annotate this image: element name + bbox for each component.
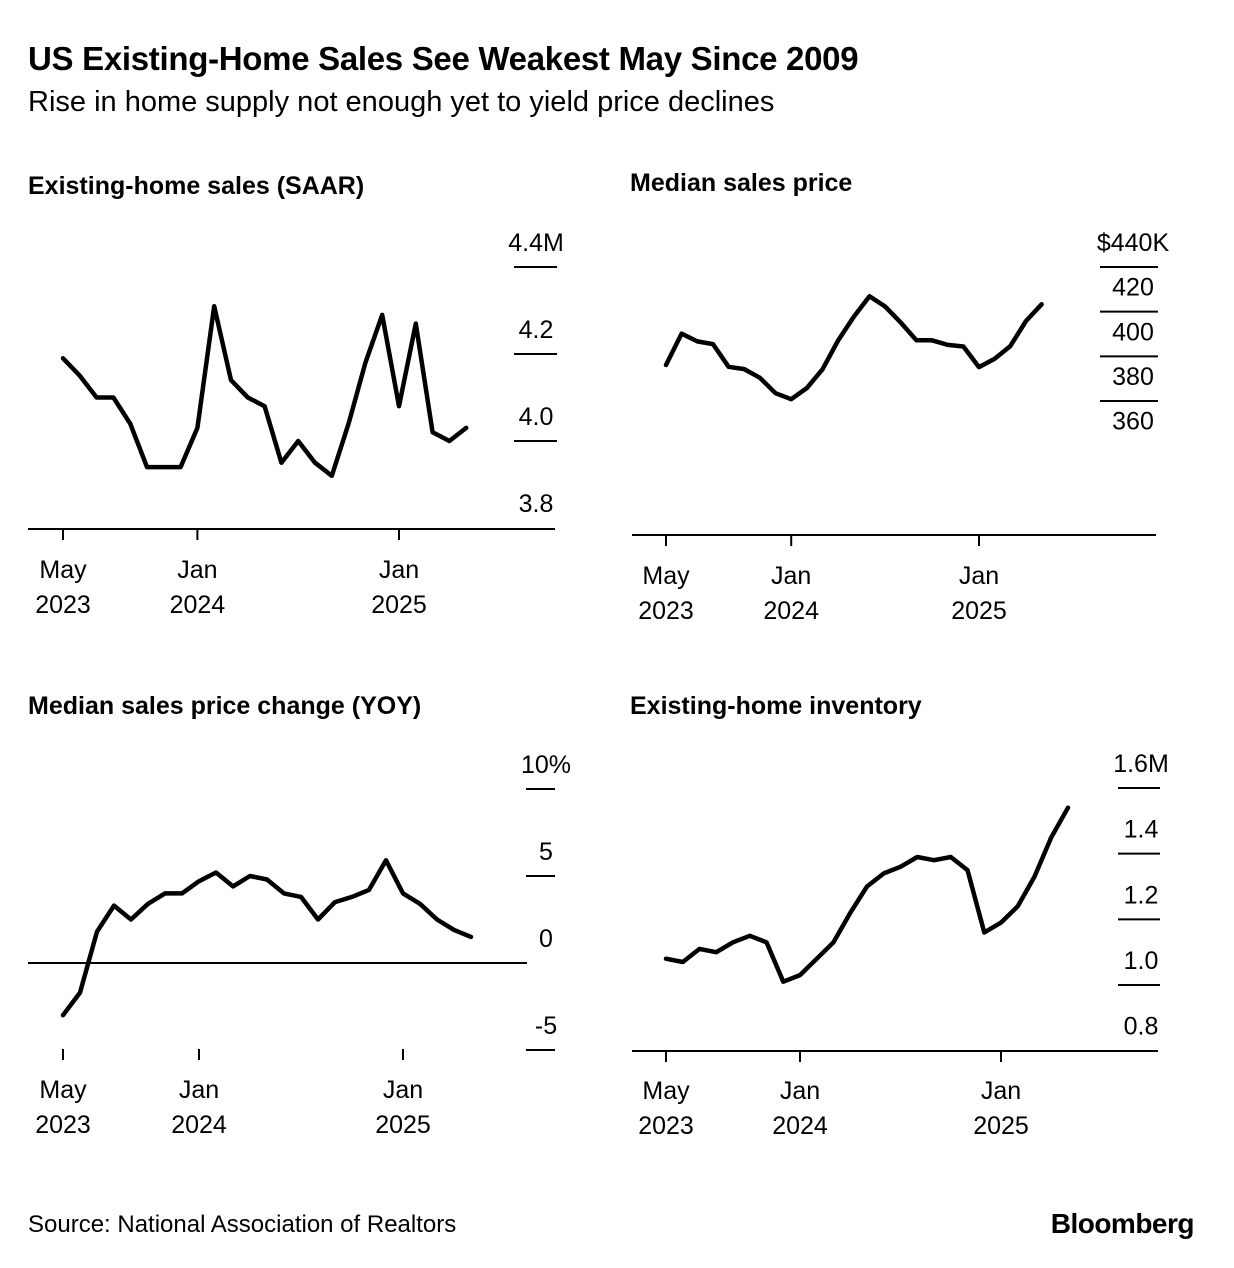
page-title: US Existing-Home Sales See Weakest May S… (28, 40, 859, 77)
x-tick-label: 2024 (170, 591, 226, 619)
page-subtitle: Rise in home supply not enough yet to yi… (28, 86, 775, 118)
chart-2: $440K 420 400 380 360 May 2023 Jan 2024 Jan 2025 (632, 229, 1169, 625)
y-tick-label: 4.4M (508, 229, 564, 257)
y-tick-label: 1.6M (1113, 750, 1169, 778)
x-tick-label: Jan (959, 562, 999, 590)
x-tick-label: May (39, 1076, 87, 1104)
y-tick-label: 1.0 (1124, 947, 1159, 975)
x-tick-label: 2025 (371, 591, 427, 619)
x-tick-label: 2024 (772, 1112, 828, 1140)
panel-title-price-change: Median sales price change (YOY) (28, 692, 422, 720)
x-tick-label: Jan (379, 556, 419, 584)
x-tick-label: Jan (780, 1077, 820, 1105)
x-tick-label: Jan (179, 1076, 219, 1104)
series-line (60, 303, 469, 479)
x-tick-label: 2023 (35, 591, 91, 619)
y-tick-label: 0.8 (1124, 1013, 1159, 1041)
y-tick-label: 4.2 (519, 316, 554, 344)
y-tick-label: 380 (1112, 363, 1154, 391)
x-tick-label: May (642, 562, 690, 590)
x-tick-label: Jan (981, 1077, 1021, 1105)
x-tick-label: 2023 (35, 1111, 91, 1139)
chart-3: 10% 5 0 -5 May 2023 Jan 2024 Jan 2025 (28, 751, 571, 1139)
x-tick-label: May (39, 556, 87, 584)
y-tick-label: 5 (539, 838, 553, 866)
y-tick-label: 360 (1112, 408, 1154, 436)
bloomberg-logo: Bloomberg (1050, 1208, 1195, 1239)
y-tick-label: $440K (1097, 229, 1170, 257)
x-tick-label: 2024 (171, 1111, 227, 1139)
x-tick-label: Jan (383, 1076, 423, 1104)
x-tick-label: 2025 (951, 597, 1007, 625)
x-tick-label: 2023 (638, 1112, 694, 1140)
y-tick-label: 10% (521, 751, 571, 779)
panel-title-inventory: Existing-home inventory (630, 692, 922, 720)
x-tick-label: 2023 (638, 597, 694, 625)
x-tick-label: 2025 (375, 1111, 431, 1139)
chart-1: 4.4M 4.2 4.0 3.8 May 2023 Jan 2024 Jan 2025 (28, 229, 564, 619)
y-tick-label: 4.0 (519, 403, 554, 431)
y-tick-label: 400 (1112, 318, 1154, 346)
x-tick-label: 2024 (763, 597, 819, 625)
x-tick-label: May (642, 1077, 690, 1105)
series-line (60, 858, 474, 1018)
y-tick-label: 3.8 (519, 490, 554, 518)
panel-title-median-price: Median sales price (630, 169, 853, 197)
y-tick-label: 0 (539, 925, 553, 953)
x-tick-label: Jan (771, 562, 811, 590)
y-tick-label: 1.2 (1124, 881, 1159, 909)
source-note: Source: National Association of Realtors (28, 1211, 457, 1238)
panel-title-sales: Existing-home sales (SAAR) (28, 172, 365, 200)
y-tick-label: 420 (1112, 274, 1154, 302)
x-tick-label: Jan (177, 556, 217, 584)
y-tick-label: 1.4 (1124, 816, 1159, 844)
y-tick-label: -5 (535, 1012, 557, 1040)
chart-4: 1.6M 1.4 1.2 1.0 0.8 May 2023 Jan 2024 Jan 2025 (632, 750, 1169, 1140)
series-line (663, 294, 1044, 402)
series-line (663, 805, 1071, 984)
x-tick-label: 2025 (973, 1112, 1029, 1140)
